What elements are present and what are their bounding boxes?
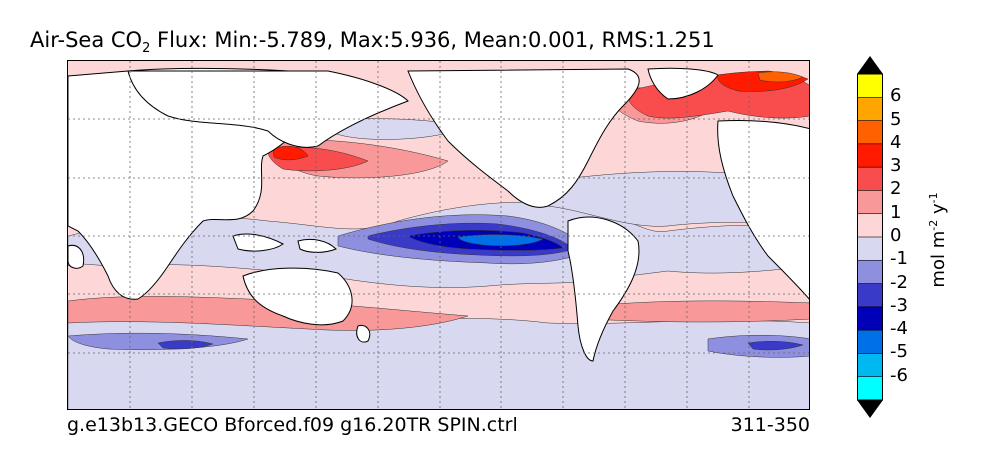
land-masses xyxy=(68,67,809,362)
colorbar-bin xyxy=(857,166,883,192)
colorbar-bin xyxy=(857,306,883,331)
colorbar-bin xyxy=(857,259,883,285)
colorbar-outline xyxy=(857,73,883,401)
colorbar-tick-label: -3 xyxy=(890,294,908,316)
title-stats: Flux: Min:-5.789, Max:5.936, Mean:0.001,… xyxy=(150,28,715,52)
colorbar-bin xyxy=(857,190,883,215)
colorbar-bin xyxy=(857,73,883,98)
colorbar-bin xyxy=(857,283,883,308)
colorbar-bin xyxy=(857,236,883,261)
eq-pacific-negative xyxy=(337,214,589,265)
title-prefix: Air-Sea CO xyxy=(30,28,143,52)
flux-map xyxy=(68,61,809,409)
colorbar-tick-label: 6 xyxy=(890,85,902,107)
map-panel xyxy=(67,60,810,410)
unit-mid: y xyxy=(928,203,949,220)
colorbar-over-arrow xyxy=(857,56,883,74)
colorbar-under-arrow xyxy=(857,400,883,418)
colorbar-tick-label: -2 xyxy=(890,271,908,293)
colorbar-bins xyxy=(857,73,883,401)
flux-level-4 xyxy=(757,71,804,83)
southern-ocean-negative xyxy=(68,199,809,358)
colorbar-bin xyxy=(857,213,883,238)
colorbar-tick-label: -5 xyxy=(890,341,908,363)
colorbar-tick-label: -1 xyxy=(890,248,908,270)
colorbar-unit-label: mol m-2 y-1 xyxy=(927,192,949,287)
colorbar-tick-label: 1 xyxy=(890,201,902,223)
colorbar-tick-label: 0 xyxy=(890,225,902,246)
colorbar-tick-label: -4 xyxy=(890,318,908,340)
colorbar-tick-label: 5 xyxy=(890,108,902,130)
colorbar-tick-label: 2 xyxy=(890,178,902,200)
colorbar-bin xyxy=(857,329,883,355)
colorbar-bin xyxy=(857,96,883,122)
colorbar-tick-label: 3 xyxy=(890,155,902,177)
colorbar-bin xyxy=(857,143,883,168)
colorbar xyxy=(857,56,883,418)
case-name-label: g.e13b13.GECO Bforced.f09 g16.20TR SPIN.… xyxy=(67,414,518,436)
colorbar-bin xyxy=(857,120,883,145)
colorbar-bin xyxy=(857,376,883,401)
title-subscript: 2 xyxy=(142,41,151,57)
map-title: Air-Sea CO2 Flux: Min:-5.789, Max:5.936,… xyxy=(30,28,715,56)
unit-prefix: mol m xyxy=(928,230,949,288)
colorbar-bin xyxy=(857,353,883,378)
colorbar-tick-label: -6 xyxy=(890,364,908,386)
lat-lon-grid xyxy=(68,61,809,409)
unit-exp1: -2 xyxy=(927,219,940,231)
years-label: 311-350 xyxy=(730,414,810,436)
colorbar-tick-label: 4 xyxy=(890,131,902,153)
unit-exp2: -1 xyxy=(927,192,940,204)
